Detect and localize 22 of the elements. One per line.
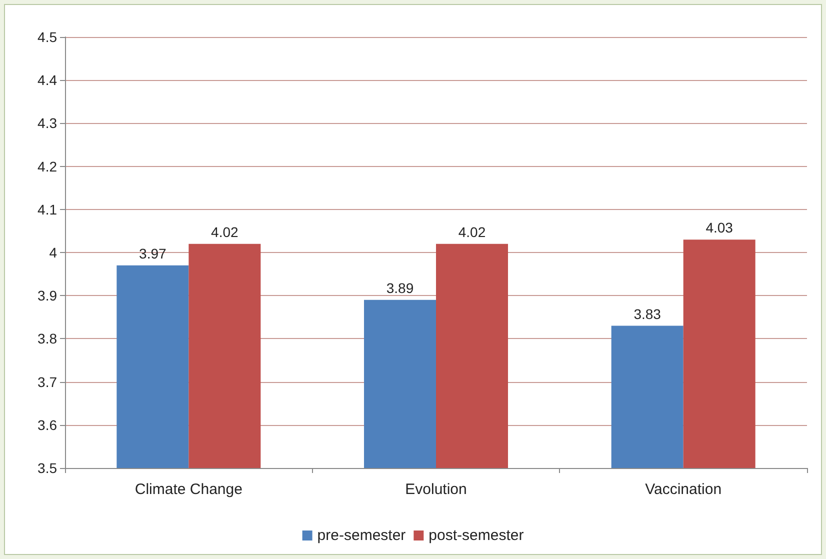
y-tick-label: 4.2 xyxy=(38,158,58,174)
data-label: 4.02 xyxy=(458,224,486,240)
data-label: 4.02 xyxy=(211,224,239,240)
x-tick-label: Vaccination xyxy=(645,481,722,498)
y-tick-label: 3.7 xyxy=(38,374,58,390)
y-tick-label: 4.1 xyxy=(38,201,58,218)
data-label: 3.97 xyxy=(139,245,167,262)
y-tick-label: 4.3 xyxy=(38,115,58,132)
legend-label: post-semester xyxy=(428,527,524,544)
x-tick-label: Climate Change xyxy=(134,481,242,498)
x-tick-label: Evolution xyxy=(405,481,467,498)
y-tick-label: 4.5 xyxy=(38,29,58,45)
y-tick-label: 3.6 xyxy=(38,416,58,433)
data-label: 4.03 xyxy=(706,220,734,236)
data-label: 3.89 xyxy=(386,280,414,296)
legend-label: pre-semester xyxy=(317,527,406,544)
y-tick-label: 3.5 xyxy=(38,460,58,476)
data-label: 3.83 xyxy=(634,306,662,322)
y-tick-label: 3.9 xyxy=(38,288,58,304)
y-tick-label: 4 xyxy=(49,244,58,260)
y-tick-label: 4.4 xyxy=(38,72,58,88)
y-tick-label: 3.8 xyxy=(38,330,58,347)
